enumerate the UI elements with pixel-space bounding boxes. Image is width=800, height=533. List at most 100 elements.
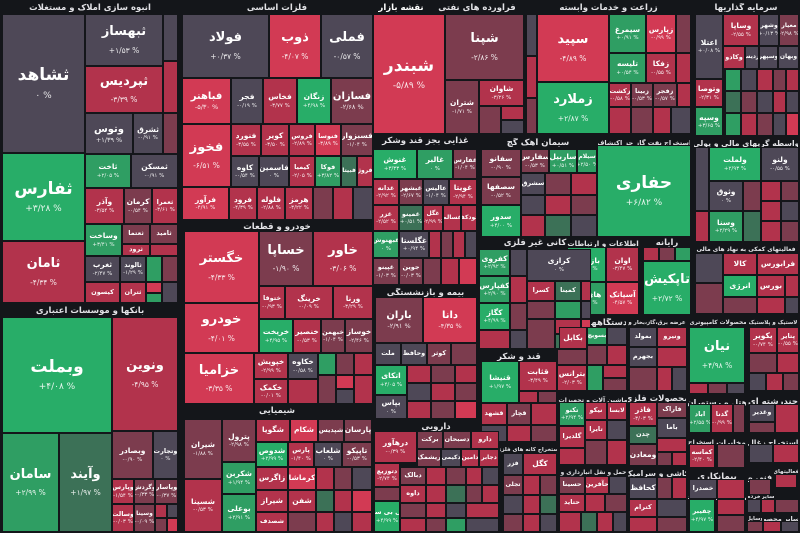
stock-tile-انرژی[interactable]: انرژی (724, 276, 756, 296)
stock-tile-وغدیر[interactable]: وغدیر (750, 405, 774, 421)
stock-tile[interactable] (528, 320, 554, 348)
stock-tile-کفپارس[interactable]: کفپارس +۲/۹۰ % (480, 277, 509, 302)
stock-tile[interactable] (424, 259, 440, 284)
stock-tile[interactable] (608, 441, 626, 464)
stock-tile-خپویش[interactable]: خپویش -۲/۹۹ % (255, 354, 287, 378)
stock-tile-ولملت[interactable]: ولملت +۲/۹۳ % (710, 148, 760, 180)
stock-tile-فولاد[interactable]: فولاد +۰/۳۷ % (183, 15, 268, 77)
stock-tile[interactable] (673, 453, 686, 465)
stock-tile-غدانه[interactable]: غدانه -۲/۹۲ % (374, 180, 398, 204)
stock-tile-بپاس[interactable]: بپاس ۰ % (376, 396, 406, 418)
stock-tile-فوکا[interactable]: فوکا +۳/۸۲ % (316, 157, 340, 186)
stock-tile-وساخت[interactable]: وساخت +۳/۴۱ % (86, 225, 121, 255)
stock-tile-حسینا[interactable]: حسینا (560, 477, 584, 493)
stock-tile[interactable] (572, 216, 596, 236)
stock-tile-خکاوه[interactable]: خکاوه -۰/۵۸ % (289, 354, 317, 378)
stock-tile[interactable] (432, 402, 454, 418)
stock-tile[interactable] (572, 196, 596, 214)
stock-tile-تاپکیش[interactable]: تاپکیش +۲/۷۲ % (644, 262, 690, 314)
stock-tile[interactable] (524, 476, 539, 494)
stock-tile-سیلام[interactable]: سیلام+۲/۵۰ % (578, 150, 596, 172)
stock-tile[interactable] (726, 114, 740, 135)
stock-tile-ریشمک[interactable]: ریشمک (418, 450, 440, 466)
stock-tile-شکربن[interactable]: شکربن +۱/۹۴ % (223, 463, 255, 493)
stock-tile[interactable] (782, 182, 798, 200)
stock-tile[interactable] (524, 496, 539, 513)
stock-tile[interactable] (678, 84, 690, 106)
stock-tile-بورس[interactable]: بورس (758, 276, 784, 296)
stock-tile[interactable] (151, 245, 177, 255)
stock-tile[interactable] (337, 390, 353, 403)
stock-tile-شگویا[interactable]: شگویا (257, 420, 289, 441)
stock-tile-هرمز[interactable]: هرمز -۳/۲۲ % (286, 188, 312, 219)
stock-tile-کرماشا[interactable]: کرماشا (289, 468, 315, 489)
stock-tile-زبینا[interactable]: زبینا -۰/۵۳ % (632, 84, 652, 106)
stock-tile[interactable] (782, 222, 798, 241)
stock-tile[interactable] (511, 331, 526, 348)
stock-tile[interactable] (456, 384, 476, 400)
stock-tile-وآیند[interactable]: وآیند +۱/۹۷ % (60, 434, 111, 531)
stock-tile[interactable] (467, 519, 498, 531)
stock-tile-خکمک[interactable]: خکمک -۰/۰۱ % (255, 380, 287, 403)
stock-tile-کوثر[interactable]: کوثر (428, 344, 450, 364)
stock-tile-ثمسکن[interactable]: ثمسکن -۰/۹۱ % (132, 155, 177, 187)
stock-tile-ونوین[interactable]: ونوین -۴/۹۵ % (113, 318, 177, 430)
stock-tile[interactable] (748, 522, 762, 531)
stock-tile-اوان[interactable]: اوان -۳/۴۷ % (607, 248, 638, 281)
stock-tile-ثشاهد[interactable]: ثشاهد ۰ % (3, 15, 84, 152)
stock-tile-غگل[interactable]: غگل -۲/۹۹ % (424, 206, 442, 230)
stock-tile-تایرا[interactable]: تایرا (586, 421, 606, 439)
stock-tile[interactable] (467, 486, 481, 502)
stock-tile[interactable] (724, 298, 756, 313)
stock-tile[interactable] (673, 368, 686, 390)
stock-tile-دسبحان[interactable]: دسبحان (444, 432, 470, 448)
stock-tile[interactable] (408, 402, 430, 418)
stock-tile-نیکو[interactable]: نیکو (586, 403, 606, 419)
stock-tile[interactable] (335, 468, 351, 489)
stock-tile-کیسون[interactable]: کیسون (86, 283, 119, 302)
stock-tile[interactable] (758, 92, 772, 112)
stock-tile-وسپهر[interactable]: وسپهر (760, 47, 777, 68)
stock-tile-کگاز[interactable]: کگاز +۴/۹۹ % (480, 304, 509, 329)
stock-tile-غالبر[interactable]: غالبر ۰ % (418, 150, 452, 178)
stock-tile[interactable] (776, 475, 796, 487)
stock-tile-غنوش[interactable]: غنوش +۳/۳۳ % (374, 150, 416, 178)
stock-tile-غمینو[interactable]: غمینو +۰/۵۱ % (400, 206, 422, 230)
stock-tile[interactable] (742, 114, 756, 135)
stock-tile-وبصادر[interactable]: وبصادر -۰/۹۰ % (113, 432, 152, 478)
stock-tile[interactable] (762, 202, 780, 220)
stock-tile-شاوان[interactable]: شاوان -۳/۲۶ % (480, 81, 523, 105)
stock-tile[interactable] (527, 15, 536, 55)
stock-tile[interactable] (401, 504, 425, 517)
stock-tile-بمولد[interactable]: بمولد (630, 328, 656, 346)
stock-tile[interactable] (335, 491, 351, 511)
stock-tile-فرابورس[interactable]: فرابورس (758, 254, 798, 274)
stock-tile-وسالت[interactable]: وسالت -۰/۰۳ % (113, 505, 133, 531)
stock-tile-وسنا[interactable]: وسنا +۲/۲۹ % (710, 212, 742, 241)
stock-tile[interactable] (632, 108, 652, 133)
stock-tile-قنیشا[interactable]: قنیشا +۱/۹۷ % (482, 362, 518, 402)
stock-tile[interactable] (511, 250, 526, 275)
stock-tile[interactable] (454, 232, 464, 257)
stock-tile-گلدیرا[interactable]: گلدیرا (560, 427, 584, 447)
stock-tile[interactable] (774, 92, 785, 112)
stock-tile[interactable] (480, 107, 500, 133)
stock-tile-وآذر[interactable]: وآذر -۳/۵۴ % (86, 189, 123, 223)
stock-tile[interactable] (660, 248, 674, 260)
stock-tile-ثشرق[interactable]: ثشرق -۰/۹۱ % (134, 114, 162, 153)
stock-tile[interactable] (726, 92, 740, 112)
stock-tile[interactable] (353, 513, 371, 531)
stock-tile[interactable] (317, 491, 333, 511)
stock-tile-خرینگ[interactable]: خرینگ -۰/۰۹ % (286, 287, 332, 318)
stock-tile-خنصیر[interactable]: خنصیر -۰/۵۳ % (294, 320, 320, 352)
stock-tile[interactable] (335, 513, 351, 531)
stock-tile-ساربیل[interactable]: ساربیل +۰/۵۱ % (550, 150, 576, 172)
stock-tile-فخوز[interactable]: فخوز -۶/۵۱ % (183, 125, 230, 186)
stock-tile[interactable] (673, 478, 686, 498)
stock-tile-غگلستا[interactable]: غگلستا +۰/۹۴ % (400, 232, 428, 257)
stock-tile[interactable] (658, 453, 671, 465)
stock-tile[interactable] (630, 518, 656, 531)
stock-tile-فسبزوار[interactable]: فسبزوار -۱/۰۴ % (342, 125, 372, 155)
stock-tile[interactable] (608, 421, 626, 439)
stock-tile-غبهنوش[interactable]: غبهنوش ۰ % (374, 232, 398, 257)
